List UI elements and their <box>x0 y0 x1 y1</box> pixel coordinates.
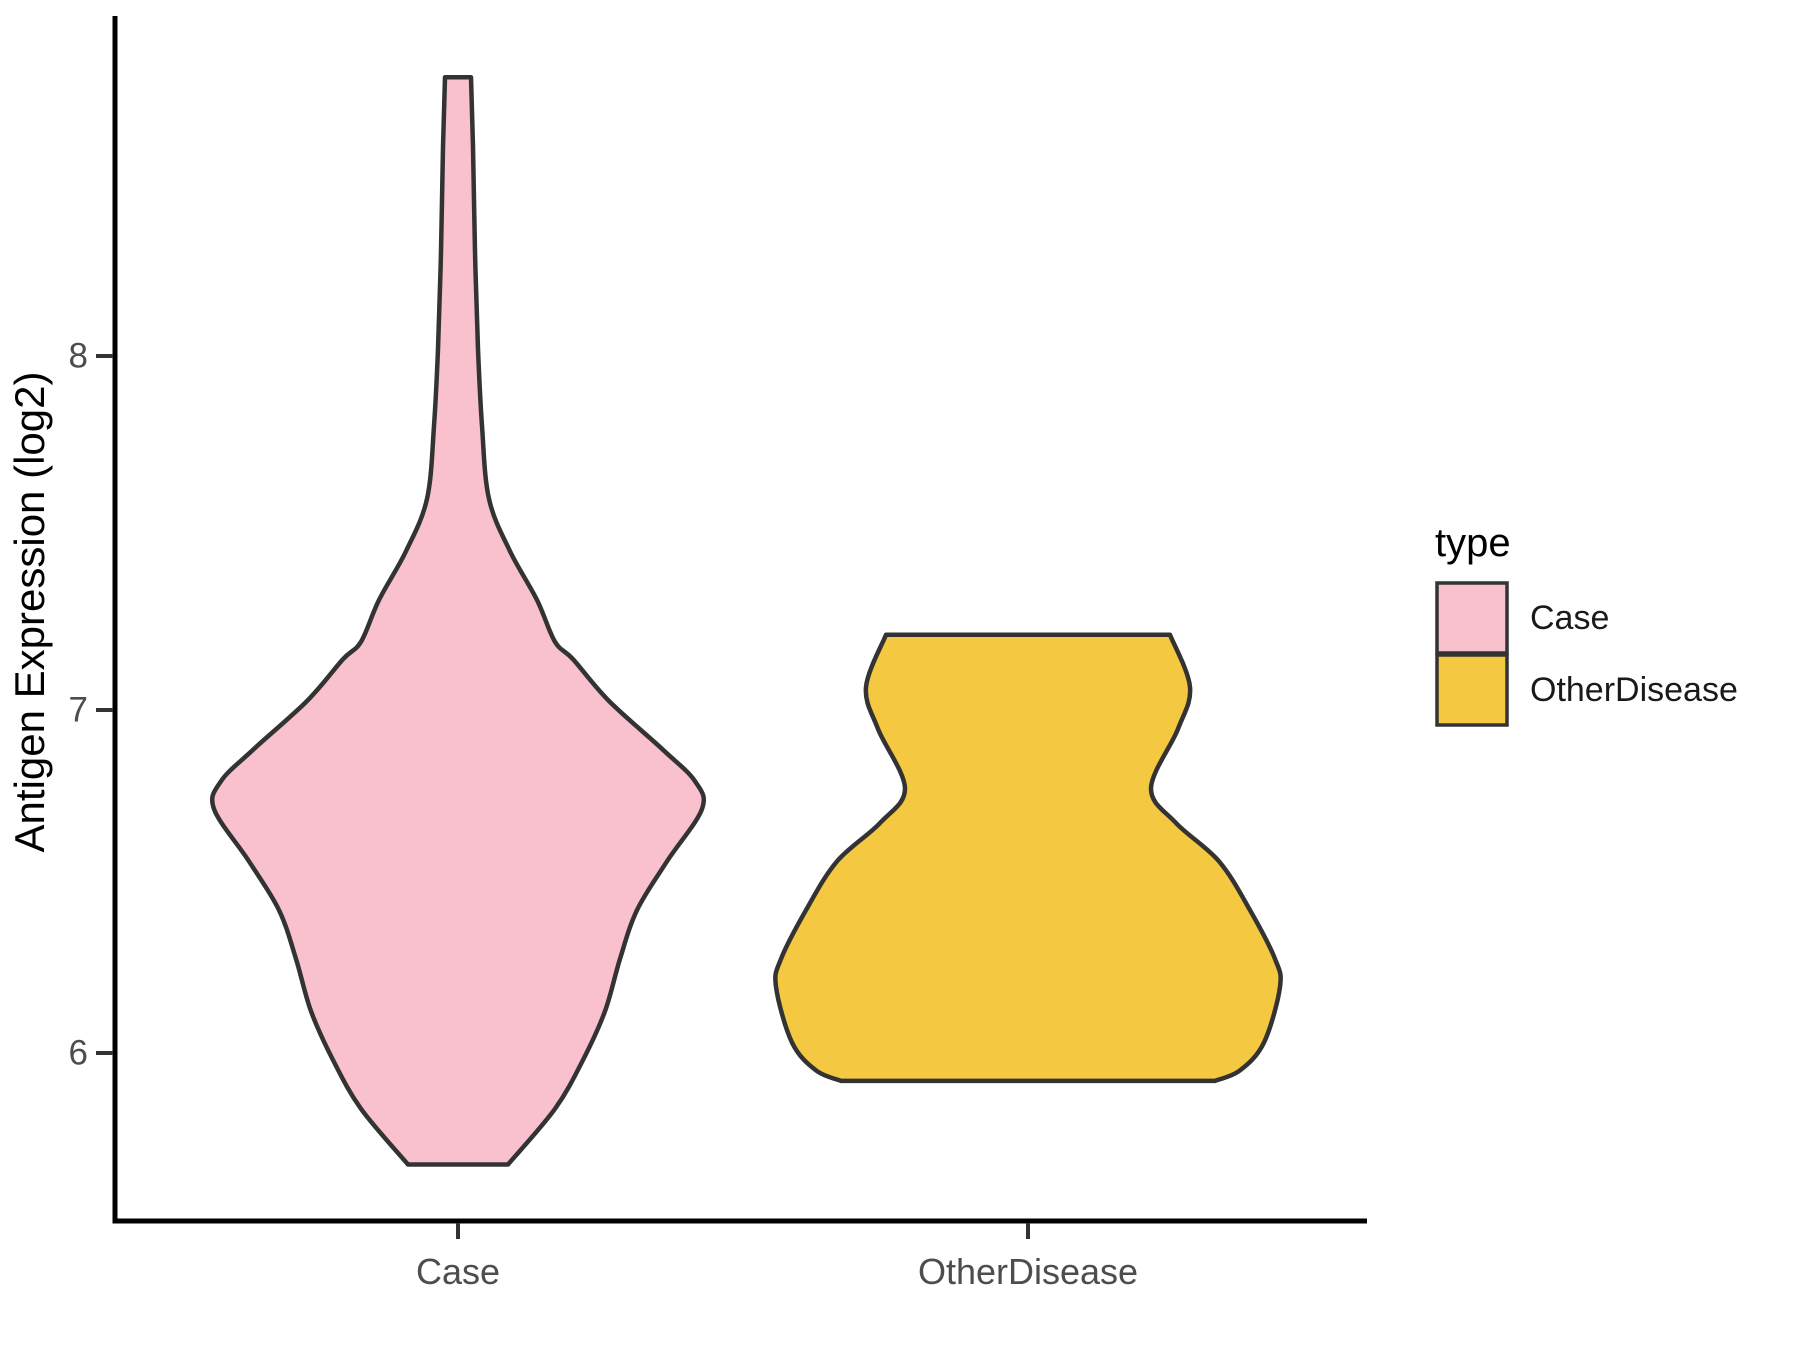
violin-case <box>209 74 707 1167</box>
legend: type Case OtherDisease <box>1435 521 1738 727</box>
legend-label-case: Case <box>1530 599 1609 637</box>
y-tick-label-6: 6 <box>69 1034 88 1073</box>
legend-key-case-swatch <box>1435 581 1509 655</box>
y-tick-label-8: 8 <box>69 337 88 376</box>
x-category-label-otherdisease: OtherDisease <box>918 1251 1138 1292</box>
y-tick-label-7: 7 <box>69 691 88 730</box>
violin-otherdisease <box>773 632 1283 1084</box>
y-axis-title: Antigen Expression (log2) <box>6 372 53 853</box>
legend-label-otherdisease: OtherDisease <box>1530 671 1738 709</box>
violin-layer <box>209 74 1283 1167</box>
legend-title: type <box>1435 521 1511 565</box>
x-category-label-case: Case <box>416 1251 500 1292</box>
legend-key-otherdisease-swatch <box>1435 653 1509 727</box>
